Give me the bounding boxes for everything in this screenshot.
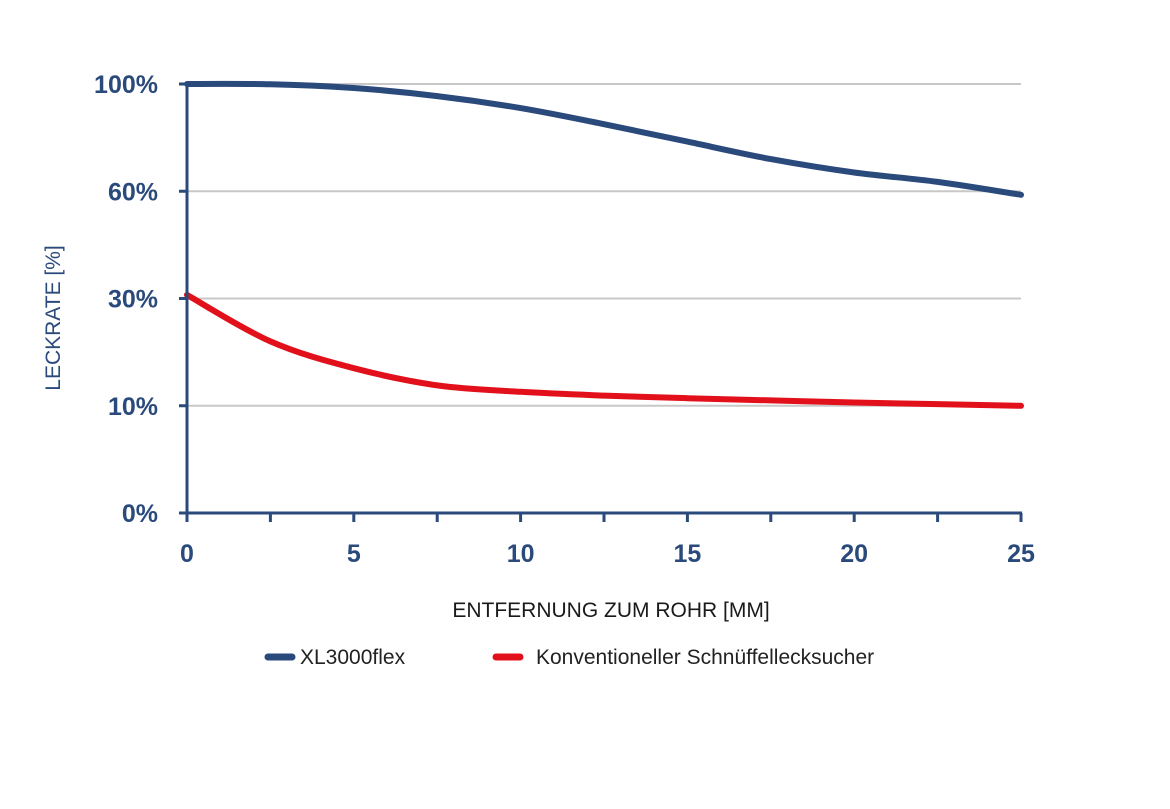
x-tick-label: 25 (1007, 540, 1035, 568)
x-tick-label: 10 (507, 540, 535, 568)
legend: XL3000flex Konventioneller Schnüffelleck… (264, 646, 874, 669)
y-axis-title: LECKRATE [%] (42, 245, 65, 390)
legend-label-konventionell: Konventioneller Schnüffellecksucher (536, 646, 874, 669)
x-tick-label: 5 (347, 540, 361, 568)
x-tick-label: 15 (673, 540, 701, 568)
y-tick-label: 30% (108, 286, 158, 314)
y-tick-label: 100% (94, 71, 158, 99)
y-tick-label: 0% (122, 500, 158, 528)
x-tick-label: 0 (180, 540, 194, 568)
axes (179, 82, 1023, 522)
legend-label-xl3000flex: XL3000flex (300, 646, 406, 669)
y-tick-label: 60% (108, 178, 158, 206)
x-tick-label: 20 (840, 540, 868, 568)
series-line-xl3000flex (184, 80, 1024, 198)
x-axis-title: ENTFERNUNG ZUM ROHR [MM] (452, 599, 769, 622)
y-tick-labels: 0% 10% 30% 60% 100% (94, 71, 158, 528)
series-line-konventioneller-schn-ffellecksucher (184, 291, 1024, 409)
series-lines (184, 80, 1024, 409)
x-tick-labels: 0 5 10 15 20 25 (180, 540, 1035, 568)
y-tick-label: 10% (108, 393, 158, 421)
